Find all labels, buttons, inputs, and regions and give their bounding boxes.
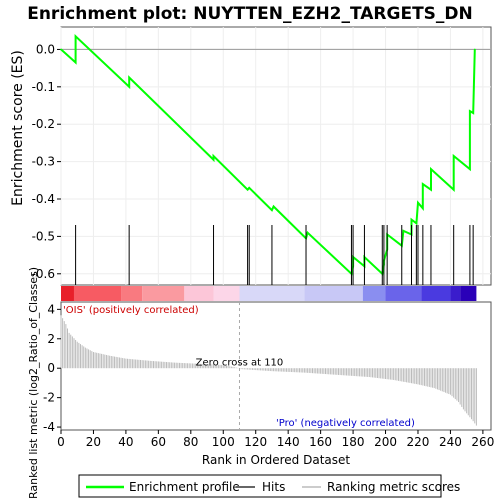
x-tick-label: 0: [57, 435, 65, 449]
positive-class-label: 'OIS' (positively correlated): [63, 305, 199, 316]
metric-y-tick-label: 2: [47, 332, 55, 346]
es-point: [472, 112, 475, 114]
heat-bar-segment: [421, 286, 451, 301]
x-tick-label: 160: [309, 435, 332, 449]
x-tick-label: 220: [407, 435, 430, 449]
es-point: [410, 218, 413, 221]
es-point: [402, 230, 405, 232]
x-axis: 0 20 40 60 80 100 120 140 160 180 200 220 240 260: [57, 430, 494, 449]
legend-label-enrichment-profile: Enrichment profile: [129, 480, 240, 494]
es-y-tick-label: -0.1: [32, 80, 55, 94]
x-tick-label: 20: [86, 435, 101, 449]
es-point: [417, 201, 419, 204]
heat-bar-segment: [73, 286, 122, 301]
x-tick-label: 180: [342, 435, 365, 449]
metric-y-tick-label: 4: [47, 302, 55, 316]
hits-marks: [75, 225, 474, 285]
es-point: [272, 205, 275, 208]
es-point: [271, 209, 273, 211]
x-tick-label: 60: [151, 435, 166, 449]
es-y-tick-label: -0.6: [32, 267, 55, 281]
es-point: [306, 231, 309, 234]
es-point: [452, 155, 455, 157]
es-panel-frame: [60, 26, 492, 286]
x-tick-label: 240: [439, 435, 462, 449]
es-point: [430, 168, 432, 170]
x-tick-label: 120: [244, 435, 267, 449]
heat-bar-segment: [121, 286, 143, 301]
es-point: [74, 61, 77, 64]
x-tick-label: 200: [374, 435, 397, 449]
es-point: [452, 188, 455, 191]
es-point: [469, 168, 471, 170]
es-y-axis-label: Enrichment score (ES): [10, 50, 26, 206]
heat-bar-segment: [142, 286, 185, 301]
es-y-axis: 0.0 -0.1 -0.2 -0.3 -0.4 -0.5 -0.6: [32, 42, 61, 281]
es-y-tick-label: -0.2: [32, 117, 55, 131]
heat-bar-segment: [450, 286, 461, 301]
x-axis-label: Rank in Ordered Dataset: [202, 453, 350, 467]
metric-y-tick-label: 0: [47, 361, 55, 375]
metric-y-axis: 4 2 0 -2 -4: [43, 302, 61, 434]
es-y-tick-label: -0.4: [32, 192, 55, 206]
es-point: [422, 207, 424, 210]
es-y-tick-label: -0.5: [32, 229, 55, 243]
heat-bar-segment: [304, 286, 363, 301]
legend-box: [78, 474, 442, 498]
es-point: [469, 110, 471, 112]
es-point: [415, 222, 418, 225]
ranking-heat-bar: [61, 286, 477, 301]
es-point: [212, 155, 215, 157]
heat-bar-segment: [239, 286, 305, 301]
heat-bar-segment: [385, 286, 422, 301]
ranking-metric-bars: [60, 315, 477, 426]
legend: Enrichment profile Hits Ranking metric s…: [78, 474, 460, 498]
heat-bar-segment: [362, 286, 386, 301]
es-point: [430, 188, 432, 191]
heat-bar-segment: [184, 286, 214, 301]
es-point: [422, 183, 424, 185]
x-tick-label: 260: [471, 435, 494, 449]
es-point: [212, 158, 215, 161]
es-point: [60, 48, 62, 51]
es-point: [474, 48, 476, 51]
es-point: [74, 35, 77, 38]
metric-y-tick-label: -2: [43, 391, 55, 405]
x-tick-label: 100: [212, 435, 235, 449]
heat-bar-segment: [460, 286, 477, 301]
legend-label-ranking-metric: Ranking metric scores: [327, 480, 460, 494]
heat-bar-segment: [61, 286, 74, 301]
metric-y-axis-label: Ranked list metric (log2_Ratio_of_Classe…: [27, 267, 40, 499]
es-point: [128, 76, 130, 79]
es-point: [248, 187, 250, 189]
metric-y-tick-label: -4: [43, 420, 55, 434]
es-point: [246, 188, 249, 191]
es-y-tick-label: -0.3: [32, 155, 55, 169]
es-y-tick-label: 0.0: [36, 42, 55, 56]
x-tick-label: 140: [277, 435, 300, 449]
x-tick-label: 80: [183, 435, 198, 449]
negative-class-label: 'Pro' (negatively correlated): [276, 418, 415, 429]
x-tick-label: 40: [118, 435, 133, 449]
legend-label-hits: Hits: [262, 480, 285, 494]
es-point: [128, 86, 130, 88]
heat-bar-segment: [213, 286, 240, 301]
zero-cross-annotation: Zero cross at 110: [196, 357, 284, 368]
chart-title: Enrichment plot: NUYTTEN_EZH2_TARGETS_DN: [27, 4, 473, 24]
